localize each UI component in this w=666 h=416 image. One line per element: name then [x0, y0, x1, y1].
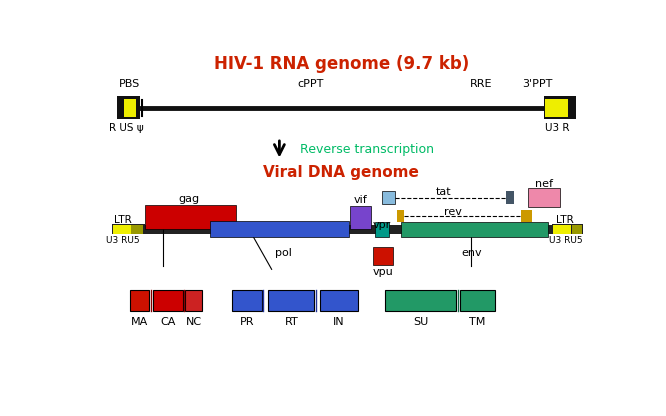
Bar	[553, 225, 571, 234]
Text: PR: PR	[240, 317, 254, 327]
Text: vpr: vpr	[373, 220, 391, 230]
Text: vif: vif	[354, 195, 367, 205]
Bar	[112, 224, 145, 235]
Bar	[385, 290, 456, 311]
Bar	[153, 290, 183, 311]
Text: env: env	[461, 248, 482, 258]
Text: NC: NC	[186, 317, 202, 327]
Text: LTR: LTR	[557, 215, 574, 225]
Text: TM: TM	[470, 317, 486, 327]
Text: 3'PPT: 3'PPT	[522, 79, 553, 89]
Bar	[544, 97, 576, 119]
Bar	[268, 290, 314, 311]
Bar	[375, 222, 390, 237]
Bar	[117, 97, 140, 119]
Text: Viral DNA genome: Viral DNA genome	[263, 165, 420, 180]
Bar	[545, 99, 569, 116]
Bar	[374, 247, 393, 265]
Text: R US ψ: R US ψ	[109, 124, 143, 134]
Bar	[130, 290, 149, 311]
Bar	[460, 290, 495, 311]
Bar	[210, 221, 349, 237]
Bar	[382, 191, 395, 204]
Text: Reverse transcription: Reverse transcription	[300, 144, 434, 156]
Bar	[320, 290, 358, 311]
Bar	[131, 225, 143, 234]
Text: U3 R: U3 R	[545, 124, 569, 134]
Text: HIV-1 RNA genome (9.7 kb): HIV-1 RNA genome (9.7 kb)	[214, 55, 469, 73]
Bar	[124, 99, 137, 116]
Bar	[528, 188, 560, 207]
Bar	[521, 210, 532, 222]
Text: PBS: PBS	[119, 79, 141, 89]
Text: gag: gag	[178, 194, 200, 204]
Bar	[506, 191, 513, 204]
Text: MA: MA	[131, 317, 148, 327]
Bar	[350, 206, 371, 229]
Bar	[185, 290, 202, 311]
Text: RT: RT	[284, 317, 298, 327]
Text: pol: pol	[275, 248, 292, 258]
Text: tat: tat	[436, 187, 452, 197]
Bar	[145, 205, 236, 229]
Text: CA: CA	[161, 317, 176, 327]
Text: rev: rev	[444, 207, 462, 217]
Bar	[396, 210, 404, 222]
Bar	[571, 225, 582, 234]
Bar	[401, 222, 547, 237]
Text: SU: SU	[413, 317, 428, 327]
Bar	[552, 224, 583, 235]
Text: nef: nef	[535, 179, 553, 189]
Bar	[112, 225, 583, 234]
Text: RRE: RRE	[470, 79, 492, 89]
Bar	[113, 225, 131, 234]
Text: IN: IN	[333, 317, 345, 327]
Bar	[232, 290, 262, 311]
Text: LTR: LTR	[114, 215, 131, 225]
Text: U3 RU5: U3 RU5	[106, 236, 139, 245]
Text: vpu: vpu	[373, 267, 394, 277]
Text: U3 RU5: U3 RU5	[549, 236, 582, 245]
Text: cPPT: cPPT	[297, 79, 324, 89]
